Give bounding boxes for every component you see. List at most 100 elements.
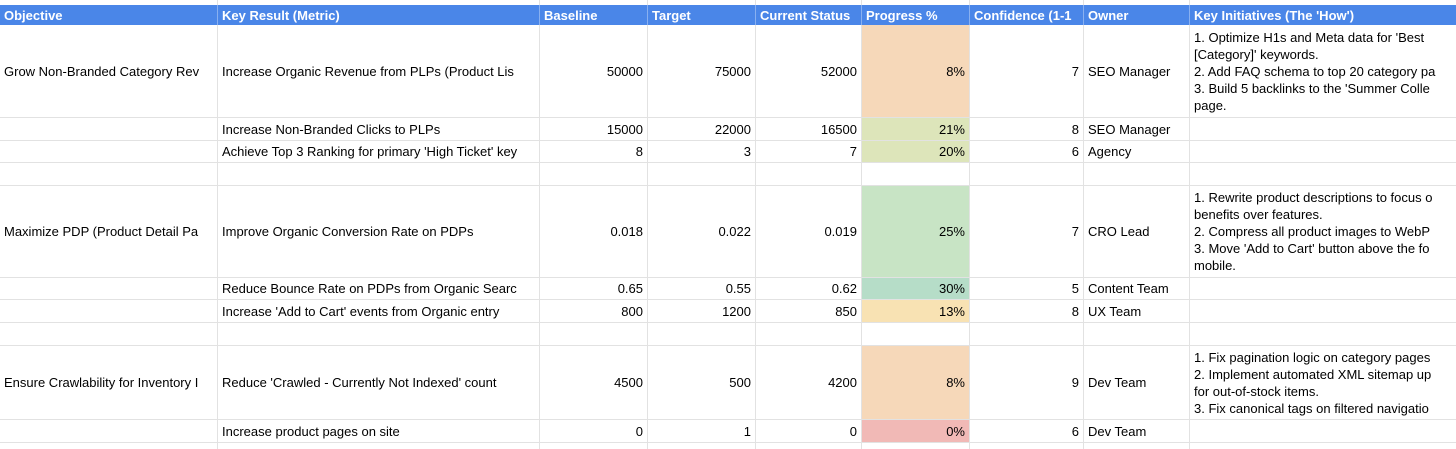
cell-objective[interactable]	[0, 163, 218, 186]
header-cell-target[interactable]: Target	[648, 5, 756, 25]
cell-target[interactable]: 22000	[648, 118, 756, 141]
header-cell-baseline[interactable]: Baseline	[540, 5, 648, 25]
cell-target[interactable]: 500	[648, 346, 756, 420]
cell-objective[interactable]	[0, 420, 218, 443]
cell-current-status[interactable]: 52000	[756, 25, 862, 118]
cell-key-initiatives[interactable]	[1190, 118, 1456, 141]
cell-baseline[interactable]: 50000	[540, 25, 648, 118]
cell-objective[interactable]: Grow Non-Branded Category Rev	[0, 25, 218, 118]
cell-owner[interactable]: SEO Manager	[1084, 118, 1190, 141]
cell-current-status[interactable]: 7	[756, 141, 862, 163]
cell-baseline[interactable]: 800	[540, 300, 648, 323]
cell-key-initiatives[interactable]	[1190, 323, 1456, 346]
cell-key-result[interactable]: Increase Non-Branded Clicks to PLPs	[218, 118, 540, 141]
cell-key-initiatives[interactable]	[1190, 278, 1456, 300]
cell-current-status[interactable]	[756, 323, 862, 346]
cell-key-result[interactable]	[218, 323, 540, 346]
cell-owner[interactable]: UX Team	[1084, 300, 1190, 323]
cell-confidence[interactable]: 5	[970, 278, 1084, 300]
cell-owner[interactable]: Dev Team	[1084, 420, 1190, 443]
cell-key-initiatives[interactable]	[1190, 300, 1456, 323]
cell-baseline[interactable]: 15000	[540, 118, 648, 141]
cell-key-initiatives[interactable]: 1. Fix pagination logic on category page…	[1190, 346, 1456, 420]
cell-key-result[interactable]: Improve Organic Conversion Rate on PDPs	[218, 186, 540, 278]
cell-baseline[interactable]: 0.65	[540, 278, 648, 300]
cell-progress[interactable]: 13%	[862, 300, 970, 323]
header-cell-confidence[interactable]: Confidence (1-1	[970, 5, 1084, 25]
cell-progress[interactable]: 8%	[862, 25, 970, 118]
cell-target[interactable]	[648, 163, 756, 186]
cell-confidence[interactable]: 8	[970, 118, 1084, 141]
cell-baseline[interactable]: 0	[540, 420, 648, 443]
header-cell-objective[interactable]: Objective	[0, 5, 218, 25]
cell-baseline[interactable]: 0.018	[540, 186, 648, 278]
cell-owner[interactable]: Dev Team	[1084, 346, 1190, 420]
header-cell-key-result[interactable]: Key Result (Metric)	[218, 5, 540, 25]
cell-current-status[interactable]: 16500	[756, 118, 862, 141]
cell-objective[interactable]: Maximize PDP (Product Detail Pa	[0, 186, 218, 278]
cell-objective[interactable]	[0, 141, 218, 163]
cell-owner[interactable]	[1084, 163, 1190, 186]
cell-target[interactable]: 75000	[648, 25, 756, 118]
cell-baseline[interactable]: 8	[540, 141, 648, 163]
cell-key-result[interactable]: Reduce Bounce Rate on PDPs from Organic …	[218, 278, 540, 300]
cell-current-status[interactable]: 850	[756, 300, 862, 323]
cell-progress[interactable]: 0%	[862, 420, 970, 443]
cell-target[interactable]: 0.022	[648, 186, 756, 278]
cell-key-result[interactable]: Increase Organic Revenue from PLPs (Prod…	[218, 25, 540, 118]
cell-key-initiatives[interactable]	[1190, 163, 1456, 186]
cell-target[interactable]	[648, 323, 756, 346]
cell-objective[interactable]: Ensure Crawlability for Inventory I	[0, 346, 218, 420]
cell-objective[interactable]	[0, 118, 218, 141]
cell-owner[interactable]: CRO Lead	[1084, 186, 1190, 278]
cell-target[interactable]: 0.55	[648, 278, 756, 300]
cell-confidence[interactable]: 8	[970, 300, 1084, 323]
cell-owner[interactable]: SEO Manager	[1084, 25, 1190, 118]
cell-objective[interactable]	[0, 300, 218, 323]
cell-owner[interactable]: Content Team	[1084, 278, 1190, 300]
cell-target[interactable]: 1200	[648, 300, 756, 323]
cell-current-status[interactable]: 0.62	[756, 278, 862, 300]
cell-key-result[interactable]	[218, 163, 540, 186]
cell-progress[interactable]: 25%	[862, 186, 970, 278]
cell-progress[interactable]: 20%	[862, 141, 970, 163]
table-row: Grow Non-Branded Category Rev Increase O…	[0, 25, 1456, 118]
cell-owner[interactable]: Agency	[1084, 141, 1190, 163]
cell-key-result[interactable]: Achieve Top 3 Ranking for primary 'High …	[218, 141, 540, 163]
cell-key-result[interactable]: Reduce 'Crawled - Currently Not Indexed'…	[218, 346, 540, 420]
cell-key-result[interactable]: Increase 'Add to Cart' events from Organ…	[218, 300, 540, 323]
cell-key-result[interactable]: Increase product pages on site	[218, 420, 540, 443]
header-cell-owner[interactable]: Owner	[1084, 5, 1190, 25]
cell-baseline[interactable]: 4500	[540, 346, 648, 420]
cell-key-initiatives[interactable]	[1190, 141, 1456, 163]
cell-objective[interactable]	[0, 278, 218, 300]
cell-target[interactable]: 1	[648, 420, 756, 443]
cell-current-status[interactable]: 0.019	[756, 186, 862, 278]
cell-confidence[interactable]: 6	[970, 141, 1084, 163]
cell-current-status[interactable]: 0	[756, 420, 862, 443]
cell-key-initiatives[interactable]: 1. Optimize H1s and Meta data for 'Best …	[1190, 25, 1456, 118]
cell-confidence[interactable]: 6	[970, 420, 1084, 443]
cell-key-initiatives[interactable]	[1190, 420, 1456, 443]
cell-progress[interactable]	[862, 163, 970, 186]
cell-progress[interactable]: 8%	[862, 346, 970, 420]
cell-key-initiatives[interactable]: 1. Rewrite product descriptions to focus…	[1190, 186, 1456, 278]
cell-progress[interactable]: 30%	[862, 278, 970, 300]
cell-current-status[interactable]	[756, 163, 862, 186]
cell-baseline[interactable]	[540, 323, 648, 346]
cell-confidence[interactable]: 7	[970, 25, 1084, 118]
cell-baseline[interactable]	[540, 163, 648, 186]
cell-current-status[interactable]: 4200	[756, 346, 862, 420]
cell-progress[interactable]: 21%	[862, 118, 970, 141]
cell-confidence[interactable]: 9	[970, 346, 1084, 420]
cell-target[interactable]: 3	[648, 141, 756, 163]
cell-progress[interactable]	[862, 323, 970, 346]
cell-confidence[interactable]	[970, 163, 1084, 186]
cell-owner[interactable]	[1084, 323, 1190, 346]
cell-objective[interactable]	[0, 323, 218, 346]
header-cell-key-initiatives[interactable]: Key Initiatives (The 'How')	[1190, 5, 1456, 25]
cell-confidence[interactable]: 7	[970, 186, 1084, 278]
header-cell-current-status[interactable]: Current Status	[756, 5, 862, 25]
header-cell-progress[interactable]: Progress %	[862, 5, 970, 25]
cell-confidence[interactable]	[970, 323, 1084, 346]
